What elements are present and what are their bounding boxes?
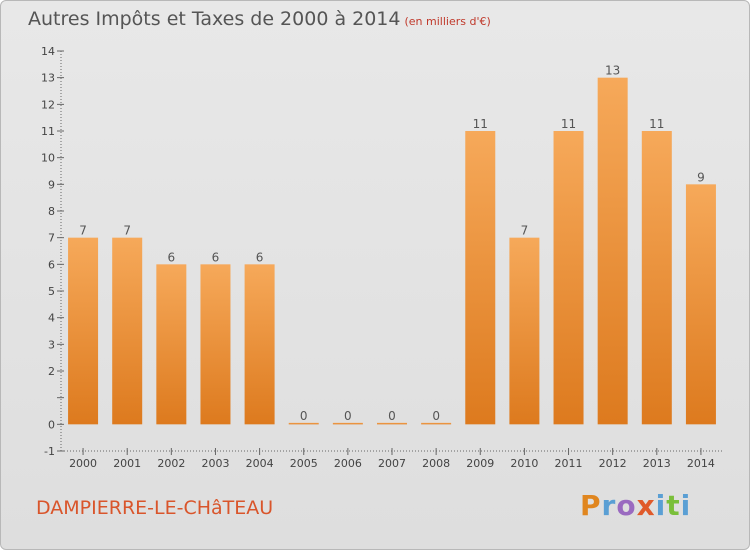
y-tick-label: 9: [48, 178, 55, 191]
bar-value-label: 0: [388, 409, 396, 423]
x-tick-label: 2007: [378, 457, 406, 470]
chart-unit: (en milliers d'€): [404, 15, 491, 28]
y-tick-label: 6: [48, 258, 55, 271]
bar-value-label: 0: [300, 409, 308, 423]
bar: [200, 264, 231, 425]
logo-letter: t: [666, 489, 681, 522]
y-tick-label: 10: [41, 152, 55, 165]
bar-value-label: 6: [212, 250, 220, 264]
x-tick-label: 2004: [246, 457, 274, 470]
bar: [377, 422, 407, 425]
y-tick-label: 11: [41, 125, 55, 138]
bar-value-label: 6: [256, 250, 264, 264]
x-tick-label: 2001: [113, 457, 141, 470]
x-tick-label: 2011: [555, 457, 583, 470]
bar: [288, 422, 319, 425]
y-tick-label: 3: [48, 338, 55, 351]
x-tick-label: 2006: [334, 457, 362, 470]
axes: -1 0 2 3 4 5 6 7 8 9 10 11 12 13 14 2000 2001 2002 2003 200…: [41, 45, 723, 470]
bar: [597, 77, 628, 425]
y-tick-label: 8: [48, 205, 55, 218]
logo-letter: P: [580, 489, 602, 522]
logo-letter: x: [636, 489, 656, 522]
logo-letter: o: [616, 489, 637, 522]
y-tick-label: 13: [41, 72, 55, 85]
bar: [465, 131, 496, 425]
bar-value-label: 7: [521, 224, 529, 238]
chart-title: Autres Impôts et Taxes de 2000 à 2014 (en…: [28, 8, 491, 30]
x-tick-label: 2008: [422, 457, 450, 470]
data-labels: 7 7 6 6 6 0 0 0 0 11 7 11 13 11 9: [79, 64, 705, 423]
y-tick-label: 7: [48, 232, 55, 245]
y-tick-label: 4: [48, 312, 55, 325]
x-tick-label: 2000: [69, 457, 97, 470]
bar-value-label: 7: [123, 224, 131, 238]
logo-letter: i: [655, 489, 667, 522]
y-tick-label: 12: [41, 98, 55, 111]
x-tick-label: 2014: [687, 457, 715, 470]
bar: [509, 237, 540, 425]
bar-value-label: 7: [79, 224, 87, 238]
proxiti-logo[interactable]: Proxiti: [580, 489, 691, 522]
x-tick-label: 2009: [466, 457, 494, 470]
bar: [553, 131, 584, 425]
bar: [641, 131, 672, 425]
bar: [156, 264, 187, 425]
x-tick-label: 2003: [201, 457, 229, 470]
x-tick-label: 2010: [510, 457, 538, 470]
bar-value-label: 0: [432, 409, 440, 423]
logo-letter: r: [601, 489, 617, 522]
x-tick-label: 2002: [157, 457, 185, 470]
x-tick-label: 2013: [643, 457, 671, 470]
y-tick-label: 2: [48, 365, 55, 378]
bar-value-label: 11: [473, 117, 488, 131]
bar: [68, 237, 99, 425]
bar: [244, 264, 275, 425]
chart-title-text: Autres Impôts et Taxes de 2000 à 2014: [28, 8, 401, 30]
y-tick-label: 0: [48, 418, 55, 431]
y-tick-label: 14: [41, 45, 55, 58]
bar-value-label: 11: [649, 117, 664, 131]
y-tick-label: 5: [48, 285, 55, 298]
bar: [112, 237, 143, 425]
bar: [332, 422, 363, 425]
bar-value-label: 13: [605, 64, 620, 78]
bar: [421, 422, 452, 425]
bar-value-label: 11: [561, 117, 576, 131]
bar-value-label: 6: [168, 250, 176, 264]
x-tick-label: 2005: [290, 457, 318, 470]
x-tick-label: 2012: [599, 457, 627, 470]
bars: [68, 77, 716, 425]
bar: [685, 184, 716, 425]
logo-letter: i: [680, 489, 692, 522]
commune-name: DAMPIERRE-LE-CHâTEAU: [36, 497, 274, 519]
y-tick-label: -1: [44, 445, 55, 458]
bar-value-label: 0: [344, 409, 352, 423]
bar-value-label: 9: [697, 170, 705, 184]
